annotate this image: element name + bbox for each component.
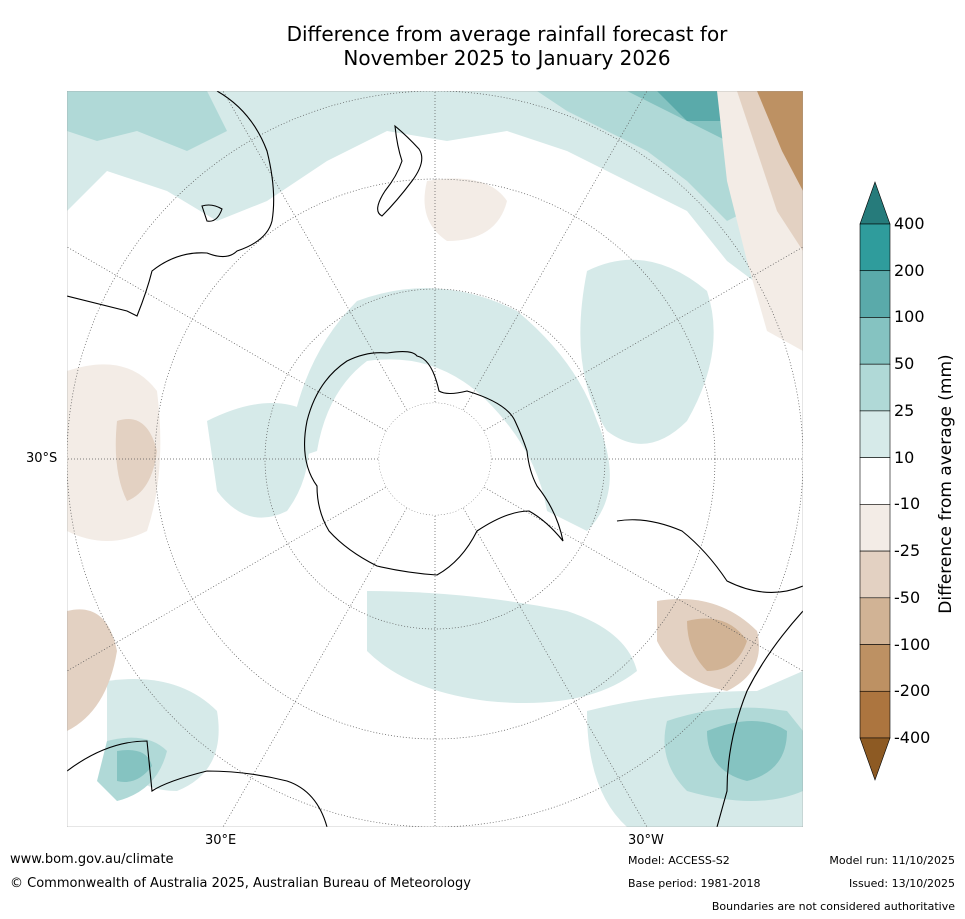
footer-url[interactable]: www.bom.gov.au/climate [10,852,174,867]
wet-anomaly-regions [67,91,803,827]
footer-disclaimer: Boundaries are not considered authoritat… [711,900,955,913]
tasmania-coast [201,204,223,222]
wet-region-southwest-50 [117,750,152,782]
footer-model-run: Model run: 11/10/2025 [829,854,955,867]
footer-copyright: © Commonwealth of Australia 2025, Austra… [10,876,471,891]
title-line-1: Difference from average rainfall forecas… [286,22,728,46]
dry-region-pacific [424,178,507,241]
colorbar-tick-label: 200 [894,260,925,280]
wet-region-indian [207,403,310,518]
footer-base-period: Base period: 1981-2018 [628,877,761,890]
colorbar-tick-label: -400 [894,728,931,747]
colorbar-tick-label: -50 [894,587,921,607]
footer-issued: Issued: 13/10/2025 [848,877,955,890]
wet-region-east-atlantic [580,259,714,444]
antarctica-coast [304,350,564,576]
colorbar-extend-top [859,181,891,225]
south-america-coast [616,519,803,827]
wet-region-northwest [67,91,227,151]
colorbar-tick-label: 400 [894,214,925,233]
colorbar-tick-label: 10 [894,447,915,467]
title-line-2: November 2025 to January 2026 [343,46,671,70]
colorbar-segment-50_100 [859,317,891,365]
colorbar-segment-100_200 [859,270,891,318]
wet-region-south-pacific [367,591,637,703]
colorbar-tick-label: -10 [894,494,921,514]
dry-region-northeast-100 [757,91,803,191]
rainfall-anomaly-map [67,91,803,827]
polar-hole [379,403,491,515]
colorbar-segment-200_400 [859,223,891,272]
colorbar-tick-label: -100 [894,634,931,654]
colorbar-segment-neutral [859,457,891,505]
colorbar-tick-label: 25 [894,400,915,420]
colorbar-segment-m200_m100 [859,644,891,692]
colorbar-segments [859,223,891,739]
colorbar-segment-m50_m25 [859,550,891,599]
colorbar-label: Difference from average (mm) [936,354,956,614]
coastlines [67,91,803,827]
wet-region-southeast-50 [707,721,787,781]
dry-region-sw-corner [67,609,117,731]
colorbar-tick-label: -200 [894,681,931,701]
dry-region-south-america-50 [687,618,747,671]
map-title: Difference from average rainfall forecas… [0,22,965,70]
dry-anomaly-regions [67,91,803,731]
wet-region-north-100 [657,91,727,121]
colorbar-tick-label: 50 [894,354,915,374]
lon-label-30w: 30°W [628,833,664,848]
colorbar [859,181,891,781]
lon-label-30e: 30°E [205,833,237,848]
colorbar-tick-label: 100 [894,307,925,327]
colorbar-segment-m25_m10 [859,504,891,552]
colorbar-tick-label: -25 [894,541,921,561]
dry-region-west-25 [115,419,157,501]
colorbar-segment-10_25 [859,410,891,458]
colorbar-segment-m400_m200 [859,690,891,739]
colorbar-segment-m100_m50 [859,597,891,645]
footer-model: Model: ACCESS-S2 [628,854,730,867]
wet-ring-antarctic [287,288,610,531]
dry-region-west [67,364,161,541]
lat-label-30s: 30°S [26,451,58,466]
new-zealand-coast [377,124,423,217]
colorbar-segment-25_50 [859,363,891,412]
wet-region-north [67,91,803,291]
africa-coast [67,740,328,827]
australia-coast [67,91,275,317]
colorbar-extend-bottom [859,737,891,781]
